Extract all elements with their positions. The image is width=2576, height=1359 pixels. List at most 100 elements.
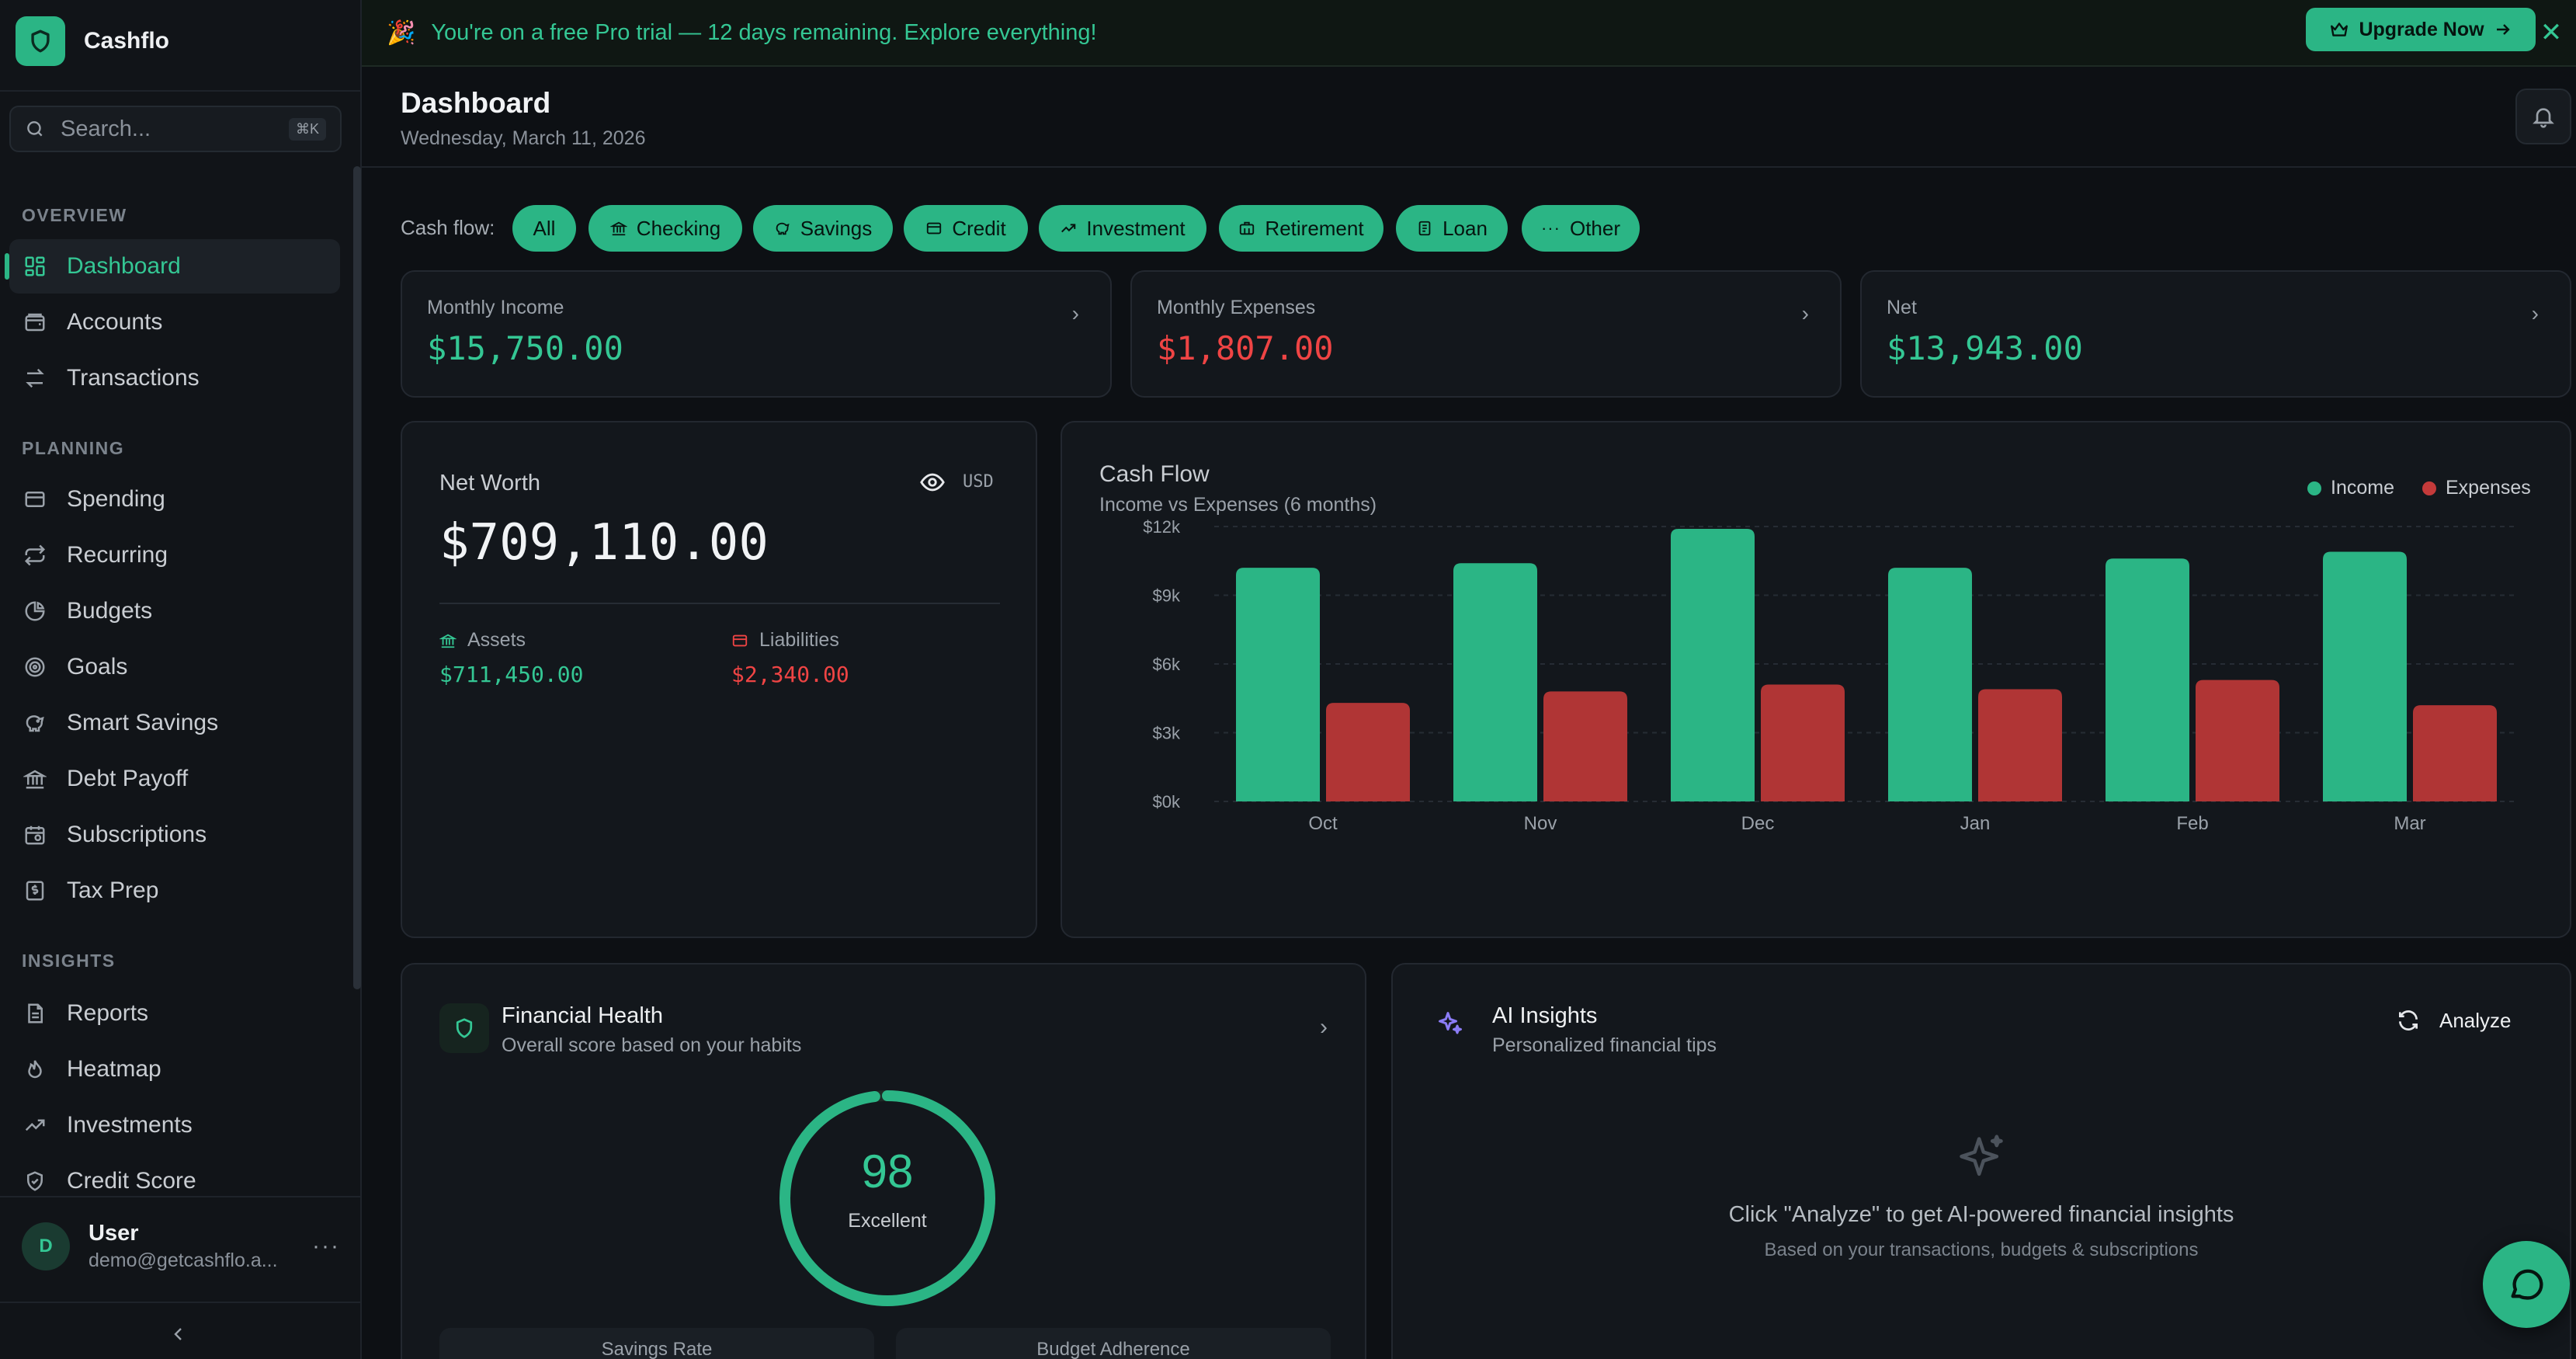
- financial-health-card[interactable]: Financial Health Overall score based on …: [401, 963, 1366, 1359]
- collapse-sidebar-button[interactable]: [163, 1319, 194, 1350]
- divider: [0, 90, 360, 92]
- chip-label: Credit: [952, 216, 1006, 240]
- filter-chip-checking[interactable]: Checking: [588, 205, 742, 252]
- filter-chip-all[interactable]: All: [512, 205, 576, 252]
- trend-icon: [22, 1112, 48, 1138]
- sidebar-scrollbar[interactable]: [353, 166, 361, 989]
- cash-flow-card: Cash Flow Income vs Expenses (6 months) …: [1061, 421, 2571, 938]
- legend-income: Income: [2307, 477, 2394, 499]
- sidebar-item-label: Dashboard: [67, 253, 181, 279]
- sidebar-item-label: Heatmap: [67, 1056, 161, 1082]
- shield-icon: [439, 1003, 489, 1053]
- analyze-button[interactable]: Analyze: [2396, 1008, 2512, 1033]
- notifications-button[interactable]: [2515, 89, 2571, 144]
- sidebar-item-smart-savings[interactable]: Smart Savings: [9, 696, 340, 750]
- bar-income-mar[interactable]: [2323, 551, 2407, 801]
- bar-expenses-nov[interactable]: [1543, 691, 1627, 801]
- bar-expenses-dec[interactable]: [1761, 684, 1845, 801]
- chevron-right-icon[interactable]: ›: [1320, 1014, 1328, 1040]
- liabilities-label-text: Liabilities: [759, 629, 839, 651]
- currency-label: USD: [963, 472, 994, 492]
- app-name: Cashflo: [84, 28, 170, 54]
- assets-value: $711,450.00: [439, 662, 584, 687]
- upgrade-button[interactable]: Upgrade Now: [2306, 8, 2536, 51]
- bar-expenses-mar[interactable]: [2413, 705, 2497, 801]
- sidebar-item-investments[interactable]: Investments: [9, 1098, 340, 1152]
- sidebar-item-tax-prep[interactable]: Tax Prep: [9, 864, 340, 918]
- health-rating: Excellent: [848, 1210, 927, 1232]
- sidebar-item-reports[interactable]: Reports: [9, 986, 340, 1041]
- filter-chip-savings[interactable]: Savings: [753, 205, 893, 252]
- filter-chip-credit[interactable]: Credit: [904, 205, 1028, 252]
- brand[interactable]: Cashflo: [16, 16, 169, 67]
- chevron-right-icon: ›: [1071, 301, 1079, 325]
- y-tick-label: $0k: [1153, 792, 1181, 812]
- chevron-right-icon: ›: [1801, 301, 1809, 325]
- user-email: demo@getcashflo.a...: [89, 1250, 278, 1271]
- user-menu[interactable]: D User demo@getcashflo.a... ···: [22, 1221, 340, 1272]
- sidebar-item-debt-payoff[interactable]: Debt Payoff: [9, 752, 340, 806]
- sidebar-item-accounts[interactable]: Accounts: [9, 295, 340, 349]
- chip-label: Checking: [636, 216, 721, 240]
- sidebar-item-label: Transactions: [67, 365, 200, 391]
- x-tick-label: Mar: [2394, 813, 2425, 834]
- sidebar-item-credit-score[interactable]: Credit Score: [9, 1154, 340, 1208]
- analyze-label: Analyze: [2439, 1008, 2512, 1032]
- net-worth-card: Net Worth USD $709,110.00 Assets $711,45…: [401, 421, 1037, 938]
- piggy-icon: [22, 710, 48, 736]
- divider: [362, 166, 2576, 168]
- stat-card-monthly-expenses[interactable]: Monthly Expenses $1,807.00 ›: [1130, 270, 1842, 398]
- legend-dot: [2422, 481, 2436, 495]
- cash-flow-chart: $0k $3k $6k $9k $12k Oct Nov Dec Jan Feb Mar: [1143, 517, 2519, 834]
- bar-income-feb[interactable]: [2106, 558, 2189, 801]
- section-insights: INSIGHTS: [22, 951, 116, 971]
- section-overview: OVERVIEW: [22, 205, 127, 225]
- sidebar-item-recurring[interactable]: Recurring: [9, 528, 340, 582]
- bar-income-nov[interactable]: [1453, 563, 1537, 801]
- search-input[interactable]: Search... ⌘K: [9, 106, 342, 152]
- health-score: 98: [861, 1145, 914, 1197]
- receipt-icon: [22, 878, 48, 904]
- sidebar-item-spending[interactable]: Spending: [9, 472, 340, 527]
- metric-savings-rate: Savings Rate: [439, 1328, 874, 1359]
- sidebar-item-heatmap[interactable]: Heatmap: [9, 1042, 340, 1097]
- page-title: Dashboard: [401, 87, 551, 119]
- stat-card-monthly-income[interactable]: Monthly Income $15,750.00 ›: [401, 270, 1112, 398]
- bar-expenses-feb[interactable]: [2196, 680, 2279, 801]
- filter-chip-other[interactable]: ··· Other: [1522, 205, 1640, 252]
- eye-icon[interactable]: [919, 469, 946, 499]
- health-title: Financial Health: [502, 1003, 663, 1028]
- sidebar-item-label: Credit Score: [67, 1168, 196, 1194]
- sidebar-item-label: Recurring: [67, 542, 168, 568]
- sidebar-item-goals[interactable]: Goals: [9, 640, 340, 694]
- bar-expenses-oct[interactable]: [1326, 703, 1410, 801]
- chip-label: All: [533, 216, 556, 240]
- briefcase-icon: [1240, 221, 1255, 235]
- chat-icon: [2511, 1269, 2543, 1300]
- document-icon: [22, 1000, 48, 1027]
- sidebar-item-budgets[interactable]: Budgets: [9, 584, 340, 638]
- pie-icon: [22, 598, 48, 624]
- sidebar-item-label: Tax Prep: [67, 878, 159, 903]
- bar-income-jan[interactable]: [1888, 568, 1972, 801]
- chat-button[interactable]: [2483, 1241, 2570, 1328]
- x-tick-label: Nov: [1524, 813, 1557, 834]
- sidebar-item-dashboard[interactable]: Dashboard: [5, 239, 340, 294]
- more-icon[interactable]: ···: [312, 1233, 340, 1259]
- sidebar-item-subscriptions[interactable]: Subscriptions: [9, 808, 340, 862]
- filter-chip-retirement[interactable]: Retirement: [1219, 205, 1383, 252]
- bar-income-dec[interactable]: [1671, 528, 1755, 801]
- filter-chip-loan[interactable]: Loan: [1396, 205, 1508, 252]
- close-icon[interactable]: ✕: [2540, 18, 2563, 47]
- bar-income-oct[interactable]: [1236, 568, 1320, 801]
- sidebar-item-label: Accounts: [67, 309, 163, 335]
- bar-expenses-jan[interactable]: [1978, 689, 2062, 801]
- sidebar-item-label: Investments: [67, 1112, 193, 1138]
- sidebar-item-transactions[interactable]: Transactions: [9, 351, 340, 405]
- stat-label: Monthly Income: [427, 297, 564, 318]
- stat-card-net[interactable]: Net $13,943.00 ›: [1860, 270, 2571, 398]
- y-tick-label: $9k: [1153, 586, 1181, 606]
- filter-chip-investment[interactable]: Investment: [1039, 205, 1206, 252]
- filter-label: Cash flow:: [401, 216, 495, 239]
- trend-icon: [1061, 224, 1076, 233]
